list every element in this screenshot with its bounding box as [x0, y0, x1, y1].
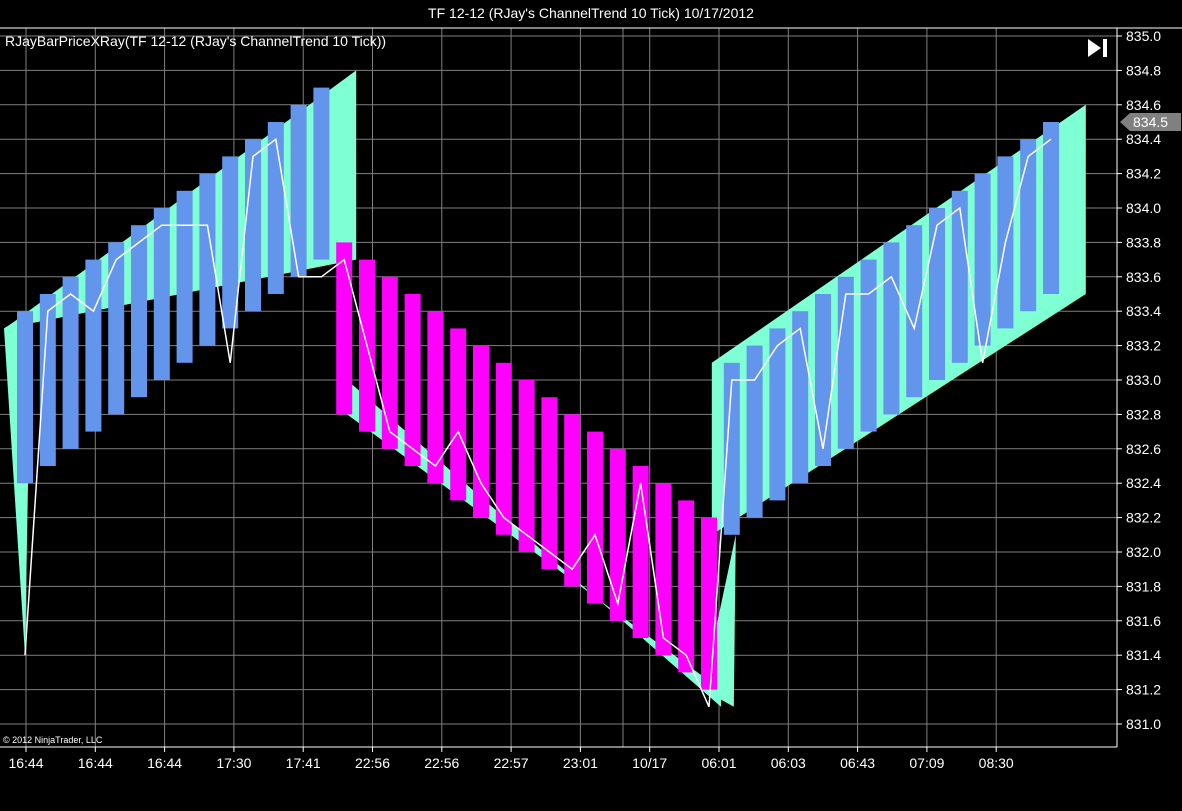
y-tick-label: 831.0	[1126, 716, 1161, 732]
x-tick-label: 17:41	[286, 755, 321, 771]
price-bar	[701, 517, 717, 690]
x-axis-ticks: 16:44 16:44 16:44 17:30 17:41 22:56 22:56 22:57…	[8, 747, 1014, 771]
price-bar	[974, 173, 991, 346]
x-tick-label: 22:56	[355, 755, 390, 771]
price-bar	[290, 104, 307, 277]
y-tick-label: 832.8	[1126, 406, 1161, 422]
price-bar	[906, 225, 923, 398]
price-bar	[951, 190, 968, 363]
price-bar	[39, 294, 56, 466]
y-tick-label: 834.8	[1126, 62, 1161, 78]
price-bar	[17, 311, 33, 484]
price-bar	[883, 242, 900, 415]
price-bar	[860, 259, 877, 432]
x-tick-label: 22:57	[494, 755, 529, 771]
axes	[0, 27, 1182, 748]
x-tick-label: 06:01	[701, 755, 736, 771]
price-bar	[495, 362, 512, 535]
price-bar	[587, 431, 603, 604]
price-bar	[632, 466, 649, 638]
price-bar	[746, 345, 763, 518]
price-bar	[131, 225, 147, 398]
x-tick-label: 16:44	[8, 755, 43, 771]
x-tick-label: 23:01	[563, 755, 598, 771]
price-bar	[723, 362, 740, 535]
y-tick-label: 834.4	[1126, 131, 1161, 147]
y-tick-label: 833.0	[1126, 372, 1161, 388]
price-bar	[564, 414, 581, 587]
price-bar	[837, 276, 854, 449]
price-bar	[1043, 122, 1059, 294]
price-bar	[381, 276, 398, 449]
price-bar	[769, 328, 786, 501]
price-line-series	[24, 137, 1052, 708]
y-axis-ticks: 835.0 834.8 834.6 834.4 834.2 834.0 833.8 833.6…	[1117, 28, 1161, 732]
x-tick-label: 06:43	[840, 755, 875, 771]
y-tick-label: 834.0	[1126, 200, 1161, 216]
y-tick-label: 833.2	[1126, 338, 1161, 354]
x-tick-label: 16:44	[147, 755, 182, 771]
x-tick-label: 16:44	[78, 755, 113, 771]
grid-lines	[0, 28, 1117, 747]
x-tick-label: 22:56	[424, 755, 459, 771]
price-bar	[62, 276, 79, 449]
skip-to-end-button[interactable]	[1085, 36, 1111, 60]
price-line	[24, 137, 1052, 708]
copyright-text: © 2012 NinjaTrader, LLC	[3, 735, 103, 745]
channel-fill	[4, 70, 1086, 707]
x-tick-label: 06:03	[771, 755, 806, 771]
price-bar	[267, 122, 284, 294]
price-bar	[313, 87, 330, 260]
price-bar	[929, 208, 945, 380]
price-bar	[815, 294, 831, 466]
y-tick-label: 831.2	[1126, 682, 1161, 698]
price-bar	[655, 483, 672, 656]
y-tick-label: 834.6	[1126, 97, 1161, 113]
current-price-label: 834.5	[1133, 114, 1168, 130]
price-bar	[336, 242, 353, 415]
y-tick-label: 832.0	[1126, 544, 1161, 560]
price-bar	[199, 173, 216, 346]
y-tick-label: 831.8	[1126, 578, 1161, 594]
price-bar	[450, 328, 467, 501]
price-bar	[404, 294, 421, 466]
y-tick-label: 833.8	[1126, 234, 1161, 250]
price-bar	[518, 380, 535, 552]
y-tick-label: 831.6	[1126, 613, 1161, 629]
price-bar	[245, 139, 261, 312]
price-bar	[85, 259, 102, 432]
y-tick-label: 835.0	[1126, 28, 1161, 44]
indicator-label: RJayBarPriceXRay(TF 12-12 (RJay's Channe…	[5, 33, 387, 49]
y-tick-label: 832.4	[1126, 475, 1161, 491]
price-bar	[1020, 139, 1037, 312]
y-tick-label: 833.6	[1126, 269, 1161, 285]
window-title: TF 12-12 (RJay's ChannelTrend 10 Tick) 1…	[428, 5, 754, 21]
x-tick-label: 07:09	[909, 755, 944, 771]
y-tick-label: 832.6	[1126, 441, 1161, 457]
price-bar	[153, 208, 170, 380]
price-bar	[609, 448, 626, 621]
current-price-marker-group: 834.5	[1120, 113, 1181, 131]
skip-to-end-icon	[1088, 39, 1107, 57]
price-bar	[541, 397, 558, 570]
price-bar	[108, 242, 125, 415]
x-tick-label: 17:30	[216, 755, 251, 771]
price-bar	[222, 156, 239, 329]
y-tick-label: 832.2	[1126, 510, 1161, 526]
y-tick-label: 831.4	[1126, 647, 1161, 663]
y-tick-label: 833.4	[1126, 303, 1161, 319]
price-bar	[792, 311, 809, 484]
current-price-marker	[1120, 113, 1181, 131]
x-tick-label: 08:30	[979, 755, 1014, 771]
y-tick-label: 834.2	[1126, 166, 1161, 182]
price-bar	[176, 190, 193, 363]
price-bar	[678, 500, 695, 673]
price-bar	[427, 311, 444, 484]
x-tick-label: 10/17	[632, 755, 667, 771]
